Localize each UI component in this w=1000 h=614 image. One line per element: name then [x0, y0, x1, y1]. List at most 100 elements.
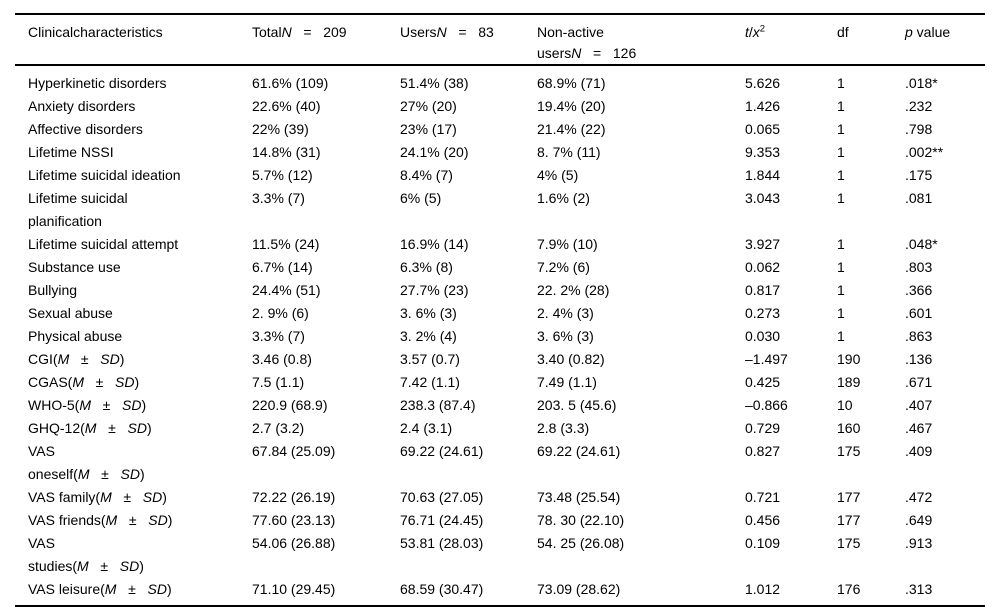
cell-clinical-characteristic: Substance use — [28, 259, 121, 275]
cell-statistic: 1.426 — [745, 98, 781, 114]
column-header-clinical-characteristic: Clinicalcharacteristics — [15, 14, 252, 66]
table-row: Hyperkinetic disorders 61.6% (109) 51.4% (… — [15, 65, 985, 95]
table-row: WHO-5(M ± SD) 220.9 (68.9) 238.3 (87.4) 203… — [15, 394, 985, 417]
table-row: GHQ-12(M ± SD) 2.7 (3.2) 2.4 (3.1) 2.8 (3.3… — [15, 417, 985, 440]
cell-users: 6% (5) — [400, 190, 442, 206]
cell-non-active-users: 4% (5) — [537, 167, 579, 183]
cell-p-value: .409 — [905, 443, 933, 459]
cell-total: 22.6% (40) — [252, 98, 321, 114]
cell-statistic: 0.456 — [745, 512, 781, 528]
cell-non-active-users: 7.9% (10) — [537, 236, 598, 252]
cell-clinical-characteristic: Anxiety disorders — [28, 98, 136, 114]
cell-users: 3. 2% (4) — [400, 328, 457, 344]
cell-total: 77.60 (23.13) — [252, 512, 336, 528]
cell-users: 51.4% (38) — [400, 75, 469, 91]
cell-df: 1 — [837, 236, 845, 252]
cell-total: 220.9 (68.9) — [252, 397, 328, 413]
cell-users: 27.7% (23) — [400, 282, 469, 298]
cell-p-value: .232 — [905, 98, 933, 114]
cell-p-value: .366 — [905, 282, 933, 298]
cell-clinical-characteristic: VAS family(M ± SD) — [28, 489, 167, 505]
cell-total: 6.7% (14) — [252, 259, 313, 275]
cell-non-active-users: 2.8 (3.3) — [537, 420, 590, 436]
cell-users: 3.57 (0.7) — [400, 351, 460, 367]
cell-total: 61.6% (109) — [252, 75, 329, 91]
table-header: Clinicalcharacteristics TotalN = 209 Users… — [15, 14, 985, 66]
cell-total: 11.5% (24) — [252, 236, 320, 252]
cell-non-active-users: 8. 7% (11) — [537, 144, 601, 160]
table-row: VAS friends(M ± SD) 77.60 (23.13) 76.71 (2… — [15, 509, 985, 532]
cell-users: 238.3 (87.4) — [400, 397, 476, 413]
cell-df: 1 — [837, 282, 845, 298]
cell-statistic: 1.012 — [745, 581, 781, 597]
cell-users: 23% (17) — [400, 121, 457, 137]
cell-df: 1 — [837, 144, 845, 160]
cell-statistic: –1.497 — [745, 351, 788, 367]
cell-non-active-users: 1.6% (2) — [537, 190, 590, 206]
cell-statistic: 0.425 — [745, 374, 781, 390]
cell-statistic: 0.817 — [745, 282, 781, 298]
column-header-df: df — [837, 14, 905, 66]
cell-clinical-characteristic: Lifetime suicidal attempt — [28, 236, 179, 252]
cell-clinical-characteristic: VAS leisure(M ± SD) — [28, 581, 172, 597]
cell-df: 10 — [837, 397, 853, 413]
cell-non-active-users: 78. 30 (22.10) — [537, 512, 625, 528]
cell-p-value: .018* — [905, 75, 938, 91]
cell-df: 1 — [837, 328, 845, 344]
table-body: Hyperkinetic disorders 61.6% (109) 51.4% (… — [15, 65, 985, 606]
cell-clinical-characteristic: Bullying — [28, 282, 78, 298]
table-row: Lifetime suicidal planification 3.3% (7) 6… — [15, 187, 985, 233]
cell-df: 1 — [837, 167, 845, 183]
cell-non-active-users: 2. 4% (3) — [537, 305, 594, 321]
cell-total: 3.3% (7) — [252, 190, 305, 206]
cell-non-active-users: 21.4% (22) — [537, 121, 606, 137]
table-row: Substance use 6.7% (14) 6.3% (8) 7.2% (6) 0.… — [15, 256, 985, 279]
cell-statistic: 1.844 — [745, 167, 781, 183]
cell-statistic: 5.626 — [745, 75, 781, 91]
table-row: Anxiety disorders 22.6% (40) 27% (20) 19.4%… — [15, 95, 985, 118]
cell-df: 176 — [837, 581, 861, 597]
cell-non-active-users: 69.22 (24.61) — [537, 443, 621, 459]
table-row: CGAS(M ± SD) 7.5 (1.1) 7.42 (1.1) 7.49 (1.1… — [15, 371, 985, 394]
cell-statistic: 0.729 — [745, 420, 781, 436]
cell-clinical-characteristic: WHO-5(M ± SD) — [28, 397, 147, 413]
cell-statistic: 3.043 — [745, 190, 781, 206]
cell-non-active-users: 7.49 (1.1) — [537, 374, 597, 390]
cell-total: 3.3% (7) — [252, 328, 305, 344]
cell-df: 1 — [837, 259, 845, 275]
cell-p-value: .081 — [905, 190, 933, 206]
cell-users: 68.59 (30.47) — [400, 581, 484, 597]
cell-non-active-users: 3.40 (0.82) — [537, 351, 605, 367]
cell-clinical-characteristic: Affective disorders — [28, 121, 143, 137]
cell-df: 177 — [837, 512, 861, 528]
cell-p-value: .671 — [905, 374, 933, 390]
cell-df: 1 — [837, 121, 845, 137]
cell-total: 5.7% (12) — [252, 167, 313, 183]
table-header-row: Clinicalcharacteristics TotalN = 209 Users… — [15, 14, 985, 66]
cell-clinical-characteristic: VAS studies(M ± SD) — [28, 535, 144, 574]
cell-p-value: .313 — [905, 581, 933, 597]
cell-df: 189 — [837, 374, 861, 390]
cell-total: 67.84 (25.09) — [252, 443, 336, 459]
table-row: Lifetime suicidal ideation 5.7% (12) 8.4% … — [15, 164, 985, 187]
column-header-p-value: p value — [905, 14, 985, 66]
column-header-non-active-users: Non-active usersN = 126 — [537, 14, 745, 66]
cell-df: 160 — [837, 420, 861, 436]
cell-p-value: .649 — [905, 512, 933, 528]
cell-statistic: –0.866 — [745, 397, 788, 413]
cell-non-active-users: 19.4% (20) — [537, 98, 606, 114]
cell-statistic: 0.065 — [745, 121, 781, 137]
cell-clinical-characteristic: VAS friends(M ± SD) — [28, 512, 173, 528]
cell-statistic: 0.721 — [745, 489, 781, 505]
column-header-statistic: t/x2 — [745, 14, 837, 66]
cell-non-active-users: 68.9% (71) — [537, 75, 606, 91]
cell-statistic: 0.827 — [745, 443, 781, 459]
cell-clinical-characteristic: Physical abuse — [28, 328, 123, 344]
table-row: Affective disorders 22% (39) 23% (17) 21.4%… — [15, 118, 985, 141]
cell-total: 72.22 (26.19) — [252, 489, 336, 505]
cell-users: 76.71 (24.45) — [400, 512, 484, 528]
cell-p-value: .798 — [905, 121, 933, 137]
cell-total: 24.4% (51) — [252, 282, 321, 298]
cell-df: 1 — [837, 75, 845, 91]
cell-total: 14.8% (31) — [252, 144, 321, 160]
